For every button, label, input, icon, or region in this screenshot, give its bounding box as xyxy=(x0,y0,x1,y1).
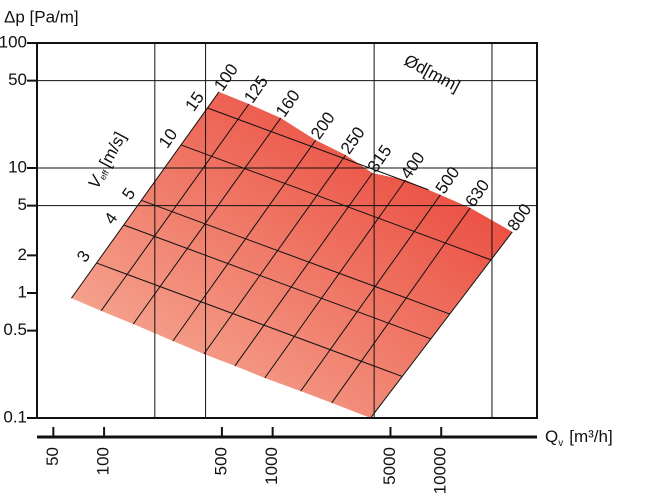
diameter-label: 400 xyxy=(397,148,429,182)
x-tick-label: 50 xyxy=(43,447,62,466)
x-label-sub: v xyxy=(558,438,563,449)
y-tick-label: 5 xyxy=(18,195,27,214)
diameter-line xyxy=(370,231,513,419)
diameter-label: 125 xyxy=(240,72,272,106)
velocity-title: Veff[m/s] xyxy=(85,129,130,192)
y-tick-label: 1 xyxy=(18,282,27,301)
diameter-line xyxy=(264,179,406,379)
velocity-line xyxy=(180,144,492,261)
y-tick-label: 10 xyxy=(8,157,27,176)
diameter-line xyxy=(203,154,347,355)
y-tick-label: 0.1 xyxy=(3,407,27,426)
velocity-label: 15 xyxy=(182,88,208,114)
x-label-symbol: Q xyxy=(545,427,558,446)
velocity-line xyxy=(96,262,403,377)
y-tick-label: 100 xyxy=(0,32,27,51)
velocity-label: 5 xyxy=(118,185,139,204)
velocity-label: 4 xyxy=(101,209,122,228)
diameter-line xyxy=(71,91,220,299)
diameter-line xyxy=(331,207,471,404)
diameter-line xyxy=(300,194,441,392)
diameter-line xyxy=(172,139,317,342)
x-tick-label: 1000 xyxy=(262,447,281,485)
y-tick-label: 2 xyxy=(18,245,27,264)
diameter-line xyxy=(234,172,373,367)
diameter-label: 100 xyxy=(210,60,242,94)
diameter-label: 250 xyxy=(337,123,369,157)
diameter-title: Ød[mm] xyxy=(401,51,463,96)
y-tick-label: 0.5 xyxy=(3,320,27,339)
y-tick-label: 50 xyxy=(8,70,27,89)
velocity-label: 10 xyxy=(155,125,181,151)
velocity-line xyxy=(123,224,431,340)
diameter-line xyxy=(100,103,250,312)
velocity-sub: eff xyxy=(98,168,112,182)
chart-region xyxy=(71,91,513,419)
velocity-line xyxy=(141,199,450,315)
x-label-unit: [m³/h] xyxy=(569,427,612,446)
velocity-label: 3 xyxy=(73,247,94,266)
y-axis-label: Δp [Pa/m] xyxy=(4,7,79,26)
x-tick-label: 5000 xyxy=(380,447,399,485)
x-axis-label: Qv [m³/h] xyxy=(545,427,613,448)
diameter-line xyxy=(132,117,282,325)
diameter-label: 160 xyxy=(272,86,304,120)
diameter-label: 200 xyxy=(307,109,339,143)
velocity-unit: [m/s] xyxy=(96,129,130,170)
x-tick-label: 100 xyxy=(94,447,113,475)
x-tick-label: 500 xyxy=(211,447,230,475)
x-tick-label: 10000 xyxy=(431,447,450,494)
velocity-line xyxy=(207,107,429,191)
plot-frame xyxy=(36,42,538,419)
